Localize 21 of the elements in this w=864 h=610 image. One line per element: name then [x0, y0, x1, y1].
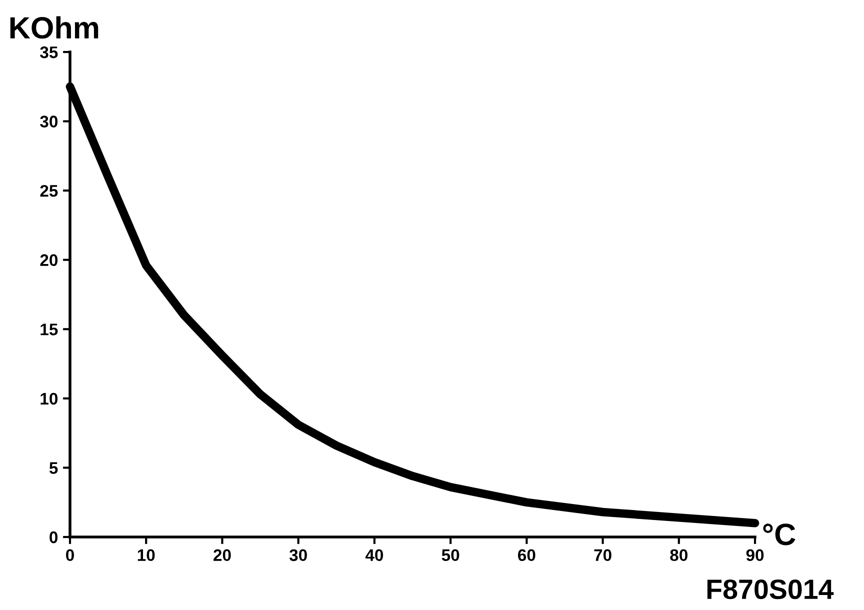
x-tick-label: 20	[214, 549, 231, 562]
y-axis-title: KOhm	[10, 16, 98, 39]
x-tick-label: 40	[365, 549, 384, 562]
x-tick-label: 30	[289, 549, 307, 562]
x-tick-label: 70	[594, 549, 612, 562]
y-tick-label: 35	[40, 46, 58, 58]
y-tick-label: 15	[40, 324, 58, 336]
x-axis-title: °C	[763, 524, 796, 546]
text: F870S014	[707, 579, 834, 600]
x-tick-label: 50	[442, 549, 460, 562]
y-tick-label: 25	[40, 184, 58, 197]
y-tick-label: 20	[40, 254, 58, 266]
x-tick-label: 0	[66, 549, 74, 562]
y-tick-label: 0	[50, 531, 58, 544]
x-tick-label: 90	[746, 549, 764, 562]
x-tick-label: 10	[138, 549, 155, 562]
y-tick-label: 10	[40, 392, 58, 405]
y-tick-label: 5	[49, 462, 58, 474]
x-tick-label: 80	[670, 549, 688, 562]
x-tick-label: 60	[518, 549, 536, 562]
y-tick-label: 30	[40, 116, 58, 128]
